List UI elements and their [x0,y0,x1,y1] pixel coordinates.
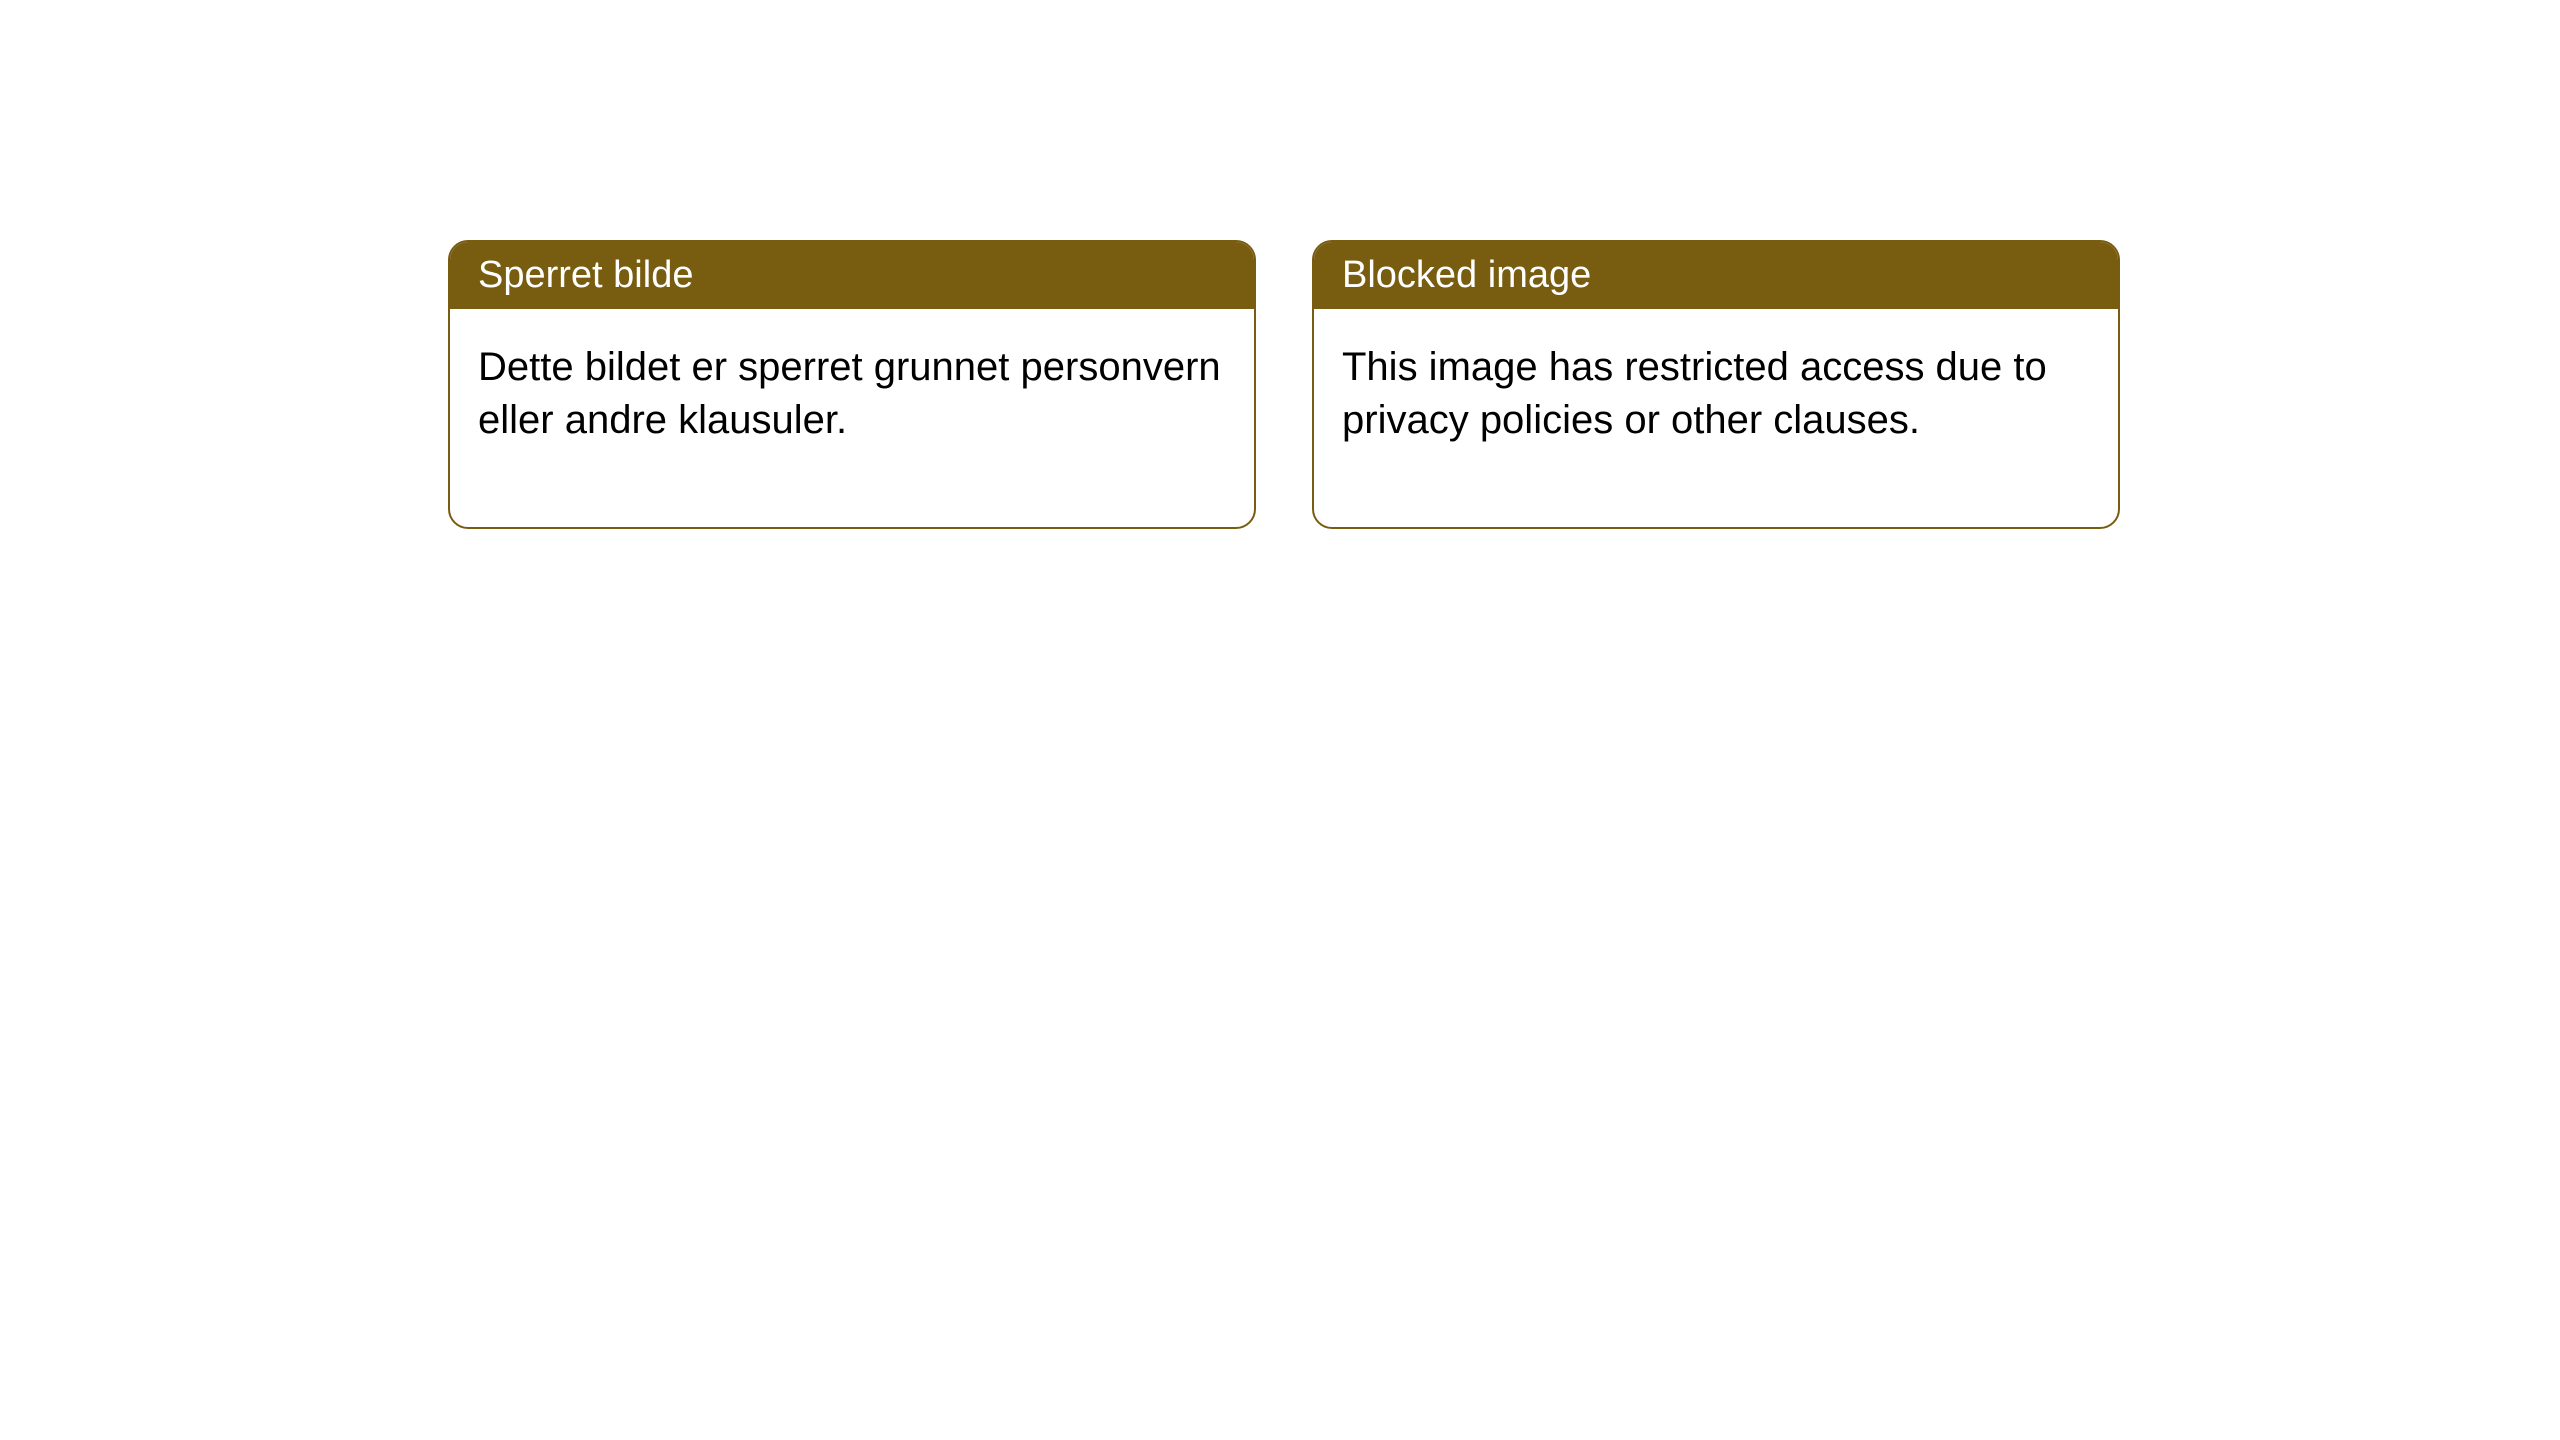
notice-card-norwegian: Sperret bilde Dette bildet er sperret gr… [448,240,1256,529]
notice-container: Sperret bilde Dette bildet er sperret gr… [0,0,2560,529]
notice-body-norwegian: Dette bildet er sperret grunnet personve… [450,309,1254,527]
notice-card-english: Blocked image This image has restricted … [1312,240,2120,529]
notice-body-english: This image has restricted access due to … [1314,309,2118,527]
notice-title-english: Blocked image [1314,242,2118,309]
notice-title-norwegian: Sperret bilde [450,242,1254,309]
